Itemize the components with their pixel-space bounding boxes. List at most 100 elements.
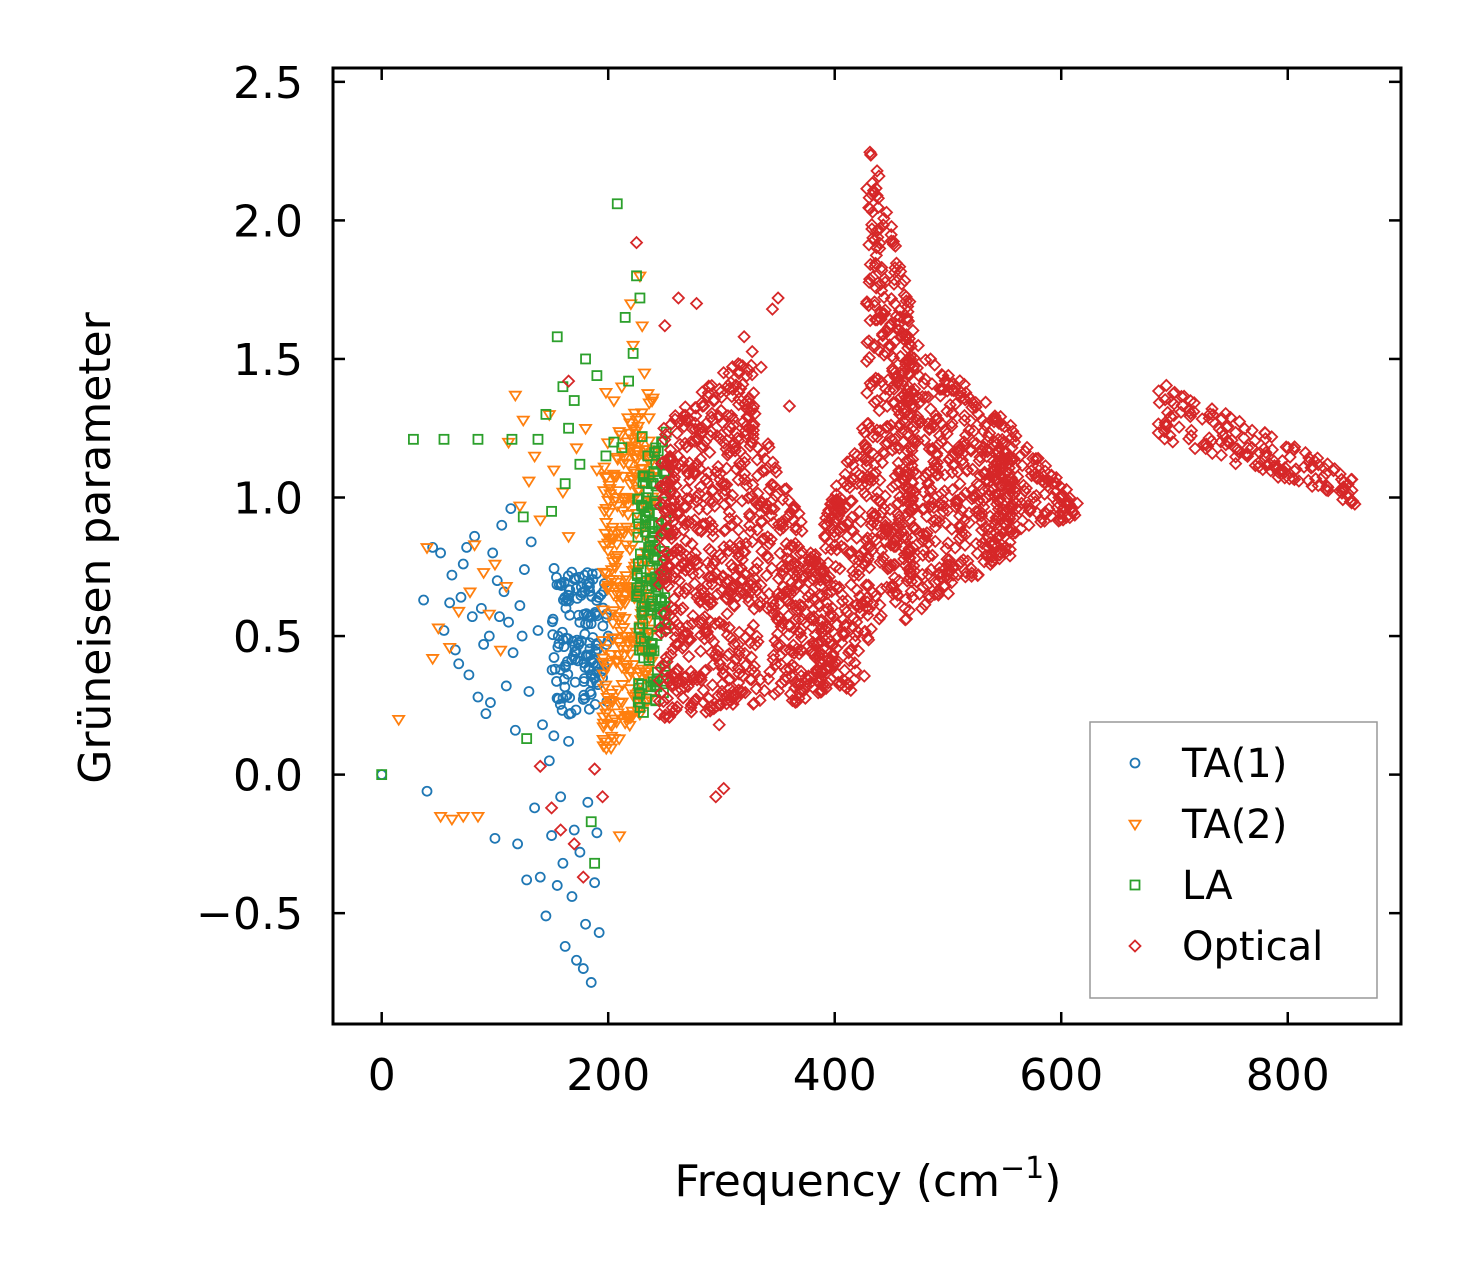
optical-point bbox=[864, 513, 879, 528]
optical-point bbox=[784, 587, 798, 601]
ta-2--point bbox=[596, 734, 611, 747]
ta-1--point bbox=[602, 630, 614, 642]
ta-1--point bbox=[532, 625, 544, 636]
optical-point bbox=[825, 521, 839, 535]
optical-point bbox=[955, 446, 970, 461]
optical-point bbox=[850, 597, 865, 611]
optical-point bbox=[720, 628, 735, 642]
optical-point bbox=[1029, 488, 1044, 503]
optical-point bbox=[544, 801, 559, 815]
optical-point bbox=[713, 472, 727, 487]
optical-point bbox=[888, 432, 902, 446]
optical-point bbox=[775, 567, 789, 581]
optical-point bbox=[735, 494, 749, 508]
optical-point bbox=[695, 420, 710, 435]
optical-point bbox=[726, 697, 740, 711]
la-point bbox=[574, 458, 586, 470]
optical-point bbox=[689, 401, 703, 415]
optical-point bbox=[1184, 423, 1199, 438]
optical-point bbox=[971, 407, 986, 421]
optical-point bbox=[1063, 510, 1077, 525]
optical-point bbox=[892, 322, 907, 337]
optical-point bbox=[689, 296, 704, 311]
optical-point bbox=[678, 676, 692, 691]
ta-1--point bbox=[559, 941, 571, 952]
optical-point bbox=[1000, 490, 1015, 505]
la-point bbox=[633, 585, 645, 597]
optical-point bbox=[870, 517, 884, 532]
optical-point bbox=[970, 476, 985, 491]
optical-point bbox=[764, 532, 778, 547]
optical-point bbox=[716, 667, 731, 682]
optical-point bbox=[706, 413, 720, 427]
optical-point bbox=[1014, 502, 1028, 517]
optical-point bbox=[865, 506, 879, 520]
optical-point bbox=[1157, 432, 1172, 446]
optical-point bbox=[677, 408, 691, 423]
optical-point bbox=[765, 601, 779, 616]
optical-point bbox=[1003, 549, 1017, 563]
ta-1--point bbox=[589, 672, 601, 684]
ta-1--point bbox=[461, 541, 473, 553]
ta-1--point bbox=[564, 584, 576, 596]
optical-point bbox=[921, 416, 935, 431]
ta-1--point bbox=[487, 547, 499, 559]
optical-point bbox=[876, 555, 891, 569]
la-point bbox=[638, 707, 649, 718]
optical-point bbox=[754, 578, 768, 592]
ta-2--point bbox=[634, 408, 650, 420]
optical-point bbox=[687, 576, 702, 591]
optical-point bbox=[731, 473, 746, 487]
y-tick-label: 2.0 bbox=[233, 196, 303, 247]
optical-point bbox=[744, 358, 759, 373]
ta-1--point bbox=[472, 691, 484, 703]
optical-point bbox=[711, 459, 725, 474]
ta-1--point bbox=[466, 611, 478, 623]
ta-1--point bbox=[489, 832, 501, 844]
la-point bbox=[640, 514, 652, 526]
optical-point bbox=[714, 551, 729, 566]
optical-point bbox=[765, 302, 780, 316]
optical-point bbox=[954, 389, 969, 404]
optical-point bbox=[656, 606, 671, 620]
la-point bbox=[639, 600, 651, 612]
optical-point bbox=[873, 598, 887, 612]
ta-1--point bbox=[590, 608, 601, 620]
optical-point bbox=[804, 643, 819, 658]
ta-1--point bbox=[577, 694, 589, 705]
optical-point bbox=[1326, 463, 1341, 478]
la-point bbox=[633, 493, 645, 505]
optical-point bbox=[668, 412, 682, 427]
x-tick-label: 600 bbox=[1019, 1050, 1103, 1101]
optical-point bbox=[806, 635, 820, 650]
optical-point bbox=[1172, 420, 1186, 434]
optical-point bbox=[795, 545, 809, 559]
optical-point bbox=[789, 570, 803, 584]
ta-1--point bbox=[546, 830, 557, 841]
optical-point bbox=[870, 429, 885, 444]
optical-point bbox=[706, 529, 720, 544]
optical-point bbox=[944, 522, 959, 536]
optical-point bbox=[937, 382, 951, 396]
optical-point bbox=[664, 474, 678, 488]
ta-2--point bbox=[621, 493, 636, 505]
optical-point bbox=[1271, 465, 1286, 479]
optical-point bbox=[843, 546, 858, 560]
ta-1--point bbox=[494, 611, 505, 623]
optical-point bbox=[941, 368, 956, 383]
ta-1--point bbox=[560, 595, 572, 607]
ta-2--point bbox=[629, 415, 644, 428]
ta-1--point bbox=[555, 791, 567, 803]
optical-point bbox=[716, 569, 730, 583]
optical-point bbox=[783, 552, 798, 567]
x-tick-label: 200 bbox=[566, 1050, 650, 1101]
optical-point bbox=[992, 416, 1006, 430]
ta-1--point bbox=[418, 594, 430, 606]
ta-2--point bbox=[632, 667, 647, 680]
optical-point bbox=[676, 691, 690, 705]
ta-2--point bbox=[512, 501, 527, 514]
la-point bbox=[517, 511, 529, 523]
ta-2--point bbox=[616, 458, 631, 471]
legend-label-la: LA bbox=[1182, 863, 1233, 909]
optical-point bbox=[846, 564, 860, 578]
